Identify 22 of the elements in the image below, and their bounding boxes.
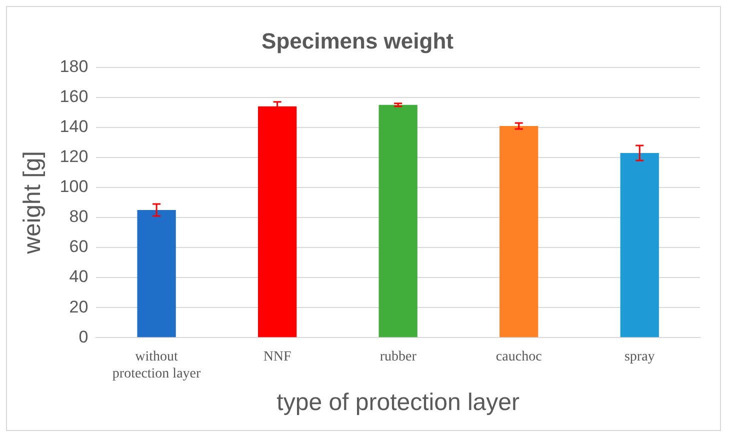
x-tick-label: spray bbox=[624, 350, 655, 365]
y-tick-label: 140 bbox=[60, 117, 88, 136]
bar bbox=[500, 126, 538, 338]
x-tick-label: NNF bbox=[263, 350, 292, 365]
y-tick-label: 80 bbox=[69, 207, 88, 226]
x-tick-label: rubber bbox=[380, 350, 417, 365]
y-axis-title: weight [g] bbox=[19, 151, 46, 255]
bar bbox=[620, 152, 659, 338]
y-tick-label: 0 bbox=[78, 327, 88, 346]
y-tick-label: 60 bbox=[69, 237, 88, 256]
x-tick-label: without protection layer bbox=[112, 350, 201, 382]
chart-title: Specimens weight bbox=[262, 28, 454, 54]
y-tick-label: 20 bbox=[69, 297, 88, 316]
y-tick-label: 100 bbox=[60, 177, 88, 196]
bar bbox=[137, 210, 176, 338]
y-tick-label: 180 bbox=[60, 57, 88, 76]
y-tick-label: 120 bbox=[60, 147, 88, 166]
y-tick-label: 160 bbox=[60, 87, 88, 106]
bar bbox=[378, 104, 418, 338]
bar bbox=[258, 106, 297, 338]
x-tick-label: cauchoc bbox=[496, 350, 542, 365]
y-tick-label: 40 bbox=[69, 267, 88, 286]
